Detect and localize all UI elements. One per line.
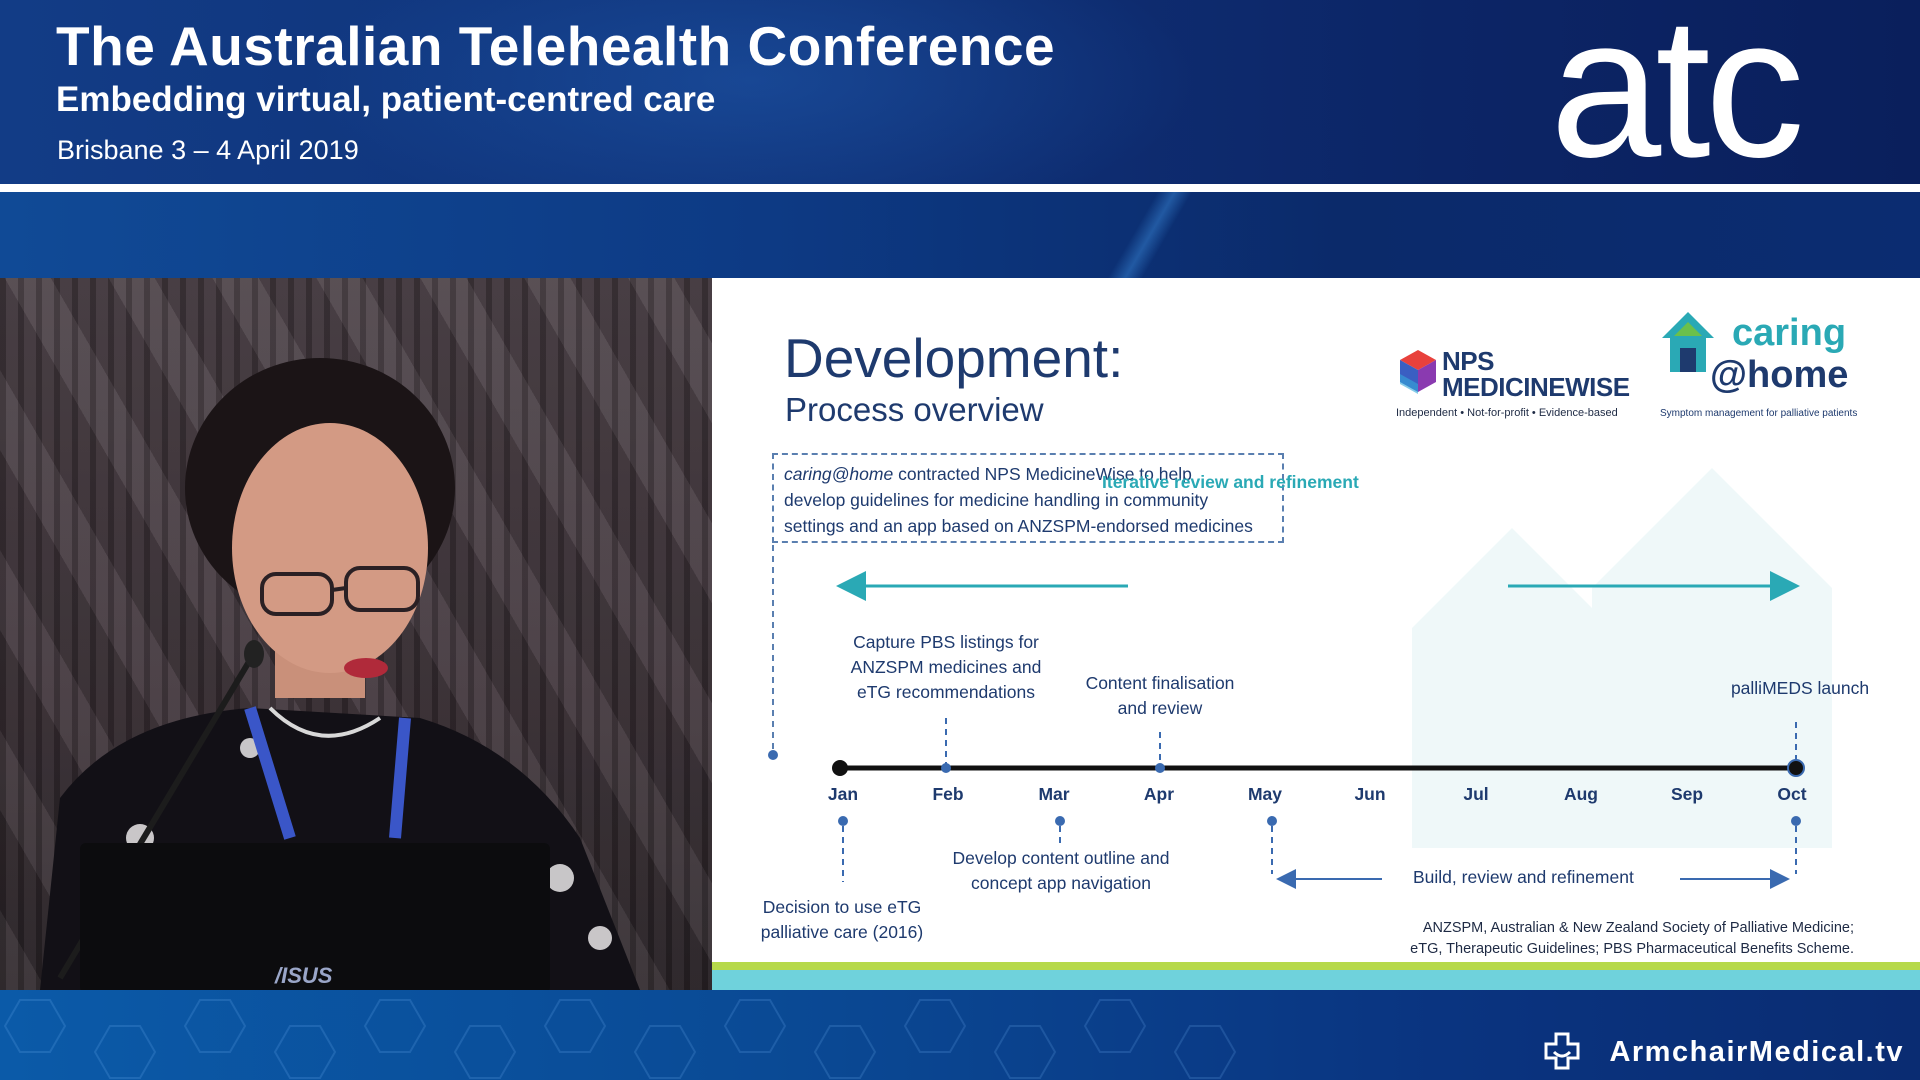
- month-label: Mar: [1038, 784, 1070, 804]
- header-glow: [300, 0, 1200, 184]
- nps-tagline: Independent • Not-for-profit • Evidence-…: [1396, 407, 1618, 419]
- speaker-illustration: /ISUS: [40, 358, 640, 990]
- footer-band: ArmchairMedical.tv: [0, 990, 1920, 1080]
- header-divider: [0, 184, 1920, 192]
- feb-dot: [941, 763, 951, 773]
- conference-title: The Australian Telehealth Conference: [56, 15, 1056, 77]
- note-line1-text: contracted NPS MedicineWise to help: [893, 464, 1192, 484]
- caring-logo-line1: caring: [1732, 312, 1847, 354]
- conference-place-date: Brisbane 3 – 4 April 2019: [57, 135, 359, 165]
- event-mar-line1: Develop content outline and: [952, 848, 1170, 868]
- apr-dot: [1155, 763, 1165, 773]
- month-label: Jun: [1354, 784, 1386, 804]
- conference-subtitle: Embedding virtual, patient-centred care: [56, 80, 716, 119]
- note-line3: settings and an app based on ANZSPM-endo…: [784, 516, 1253, 536]
- slide-subtitle: Process overview: [785, 391, 1044, 428]
- month-label: Aug: [1563, 784, 1599, 804]
- event-oct-pallimeds-launch: palliMEDS launch: [1720, 676, 1880, 701]
- iterative-review-label: Iterative review and refinement: [1102, 472, 1359, 492]
- light-streak: [1000, 192, 1300, 278]
- slide-accent-bar-lime: [712, 962, 1920, 970]
- timeline-end-dot: [1787, 759, 1805, 777]
- month-label: Sep: [1670, 784, 1704, 804]
- event-jan-line2: palliative care (2016): [760, 922, 924, 942]
- event-feb-line2: ANZSPM medicines and: [850, 657, 1042, 677]
- lanyard: [244, 706, 411, 840]
- caring-logo-line2: @home: [1710, 354, 1849, 396]
- month-label: Apr: [1143, 784, 1175, 804]
- atc-logo: atc: [1550, 6, 1806, 166]
- nps-logo-line2: MEDICINEWISE: [1442, 372, 1630, 402]
- may-below-dot: [1267, 816, 1277, 826]
- build-review-label: Build, review and refinement: [1413, 867, 1634, 887]
- slide-footnote: ANZSPM, Australian & New Zealand Society…: [1410, 918, 1854, 960]
- footnote-line1: ANZSPM, Australian & New Zealand Society…: [1422, 920, 1854, 936]
- timeline-start-dot: [832, 760, 848, 776]
- jan-below-dot: [838, 816, 848, 826]
- event-feb-capture-pbs: Capture PBS listings for ANZSPM medicine…: [846, 630, 1046, 705]
- note-brand: caring@home: [784, 464, 894, 484]
- month-label: Jan: [827, 784, 859, 804]
- note-line1: caring@home contracted NPS MedicineWise …: [784, 461, 1272, 487]
- event-apr-line1: Content finalisation: [1085, 673, 1235, 693]
- atc-logo-text: atc: [1550, 6, 1800, 166]
- speaker-mouth: [344, 658, 388, 678]
- event-feb-line1: Capture PBS listings for: [853, 632, 1039, 652]
- conference-header: The Australian Telehealth Conference Emb…: [0, 0, 1920, 184]
- presentation-slide: Development: Process overview NPS MEDICI…: [712, 278, 1920, 990]
- month-label: Feb: [932, 784, 964, 804]
- armchair-medical-brand: ArmchairMedical.tv: [1609, 1036, 1904, 1068]
- event-jan-line1: Decision to use eTG: [762, 897, 922, 917]
- contract-note-box: caring@home contracted NPS MedicineWise …: [772, 453, 1284, 543]
- slide-accent-bar-cyan: [712, 970, 1920, 990]
- speaker-video: /ISUS: [0, 278, 712, 990]
- header-lower-band: [0, 192, 1920, 278]
- nps-logo-text: NPS MEDICINEWISE: [1442, 348, 1630, 400]
- oct-below-dot: [1791, 816, 1801, 826]
- caring-home-house-icon: [1662, 312, 1714, 372]
- glasses-icon: [260, 566, 420, 616]
- event-mar-develop-outline: Develop content outline and concept app …: [948, 846, 1174, 896]
- microphone-icon: [244, 640, 264, 668]
- note-line2: develop guidelines for medicine handling…: [784, 490, 1209, 510]
- event-apr-content-finalisation: Content finalisation and review: [1070, 671, 1250, 721]
- month-label: May: [1247, 784, 1283, 804]
- event-oct-line1: palliMEDS launch: [1730, 678, 1870, 698]
- mar-below-dot: [1055, 816, 1065, 826]
- hexagon-pattern: [3, 999, 1237, 1079]
- nps-cube-icon: [1400, 350, 1436, 394]
- event-apr-line2: and review: [1117, 698, 1203, 718]
- nps-logo-line1: NPS: [1442, 346, 1494, 376]
- footnote-line2: eTG, Therapeutic Guidelines; PBS Pharmac…: [1410, 941, 1854, 957]
- event-feb-line3: eTG recommendations: [857, 682, 1035, 702]
- timeline-graphic: [768, 545, 1805, 889]
- armchair-medical-cross-icon: [1544, 1032, 1580, 1070]
- laptop: [80, 843, 550, 990]
- speaker-face: [232, 423, 428, 673]
- event-jan-decision-etg: Decision to use eTG palliative care (201…: [742, 895, 942, 945]
- month-label: Jul: [1463, 784, 1489, 804]
- laptop-brand: /ISUS: [274, 963, 333, 988]
- month-label: Oct: [1777, 784, 1807, 804]
- slide-title: Development:: [784, 327, 1124, 389]
- caring-tagline: Symptom management for palliative patien…: [1660, 408, 1858, 419]
- note-connector-dot: [768, 750, 778, 760]
- necklace: [268, 706, 382, 738]
- event-mar-line2: concept app navigation: [971, 873, 1151, 893]
